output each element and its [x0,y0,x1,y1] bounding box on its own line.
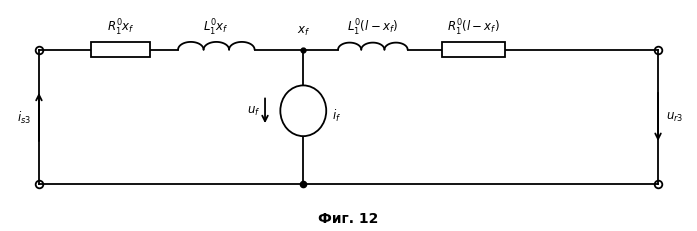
Text: $i_f$: $i_f$ [332,107,341,123]
Text: $i_{s3}$: $i_{s3}$ [17,109,31,125]
Text: $x_f$: $x_f$ [297,24,310,37]
Circle shape [280,86,326,137]
Text: $R_1^0(l - x_f)$: $R_1^0(l - x_f)$ [447,17,500,37]
Bar [443,43,505,58]
Bar [91,43,151,58]
Text: $R_1^0 x_f$: $R_1^0 x_f$ [107,17,135,37]
Text: $u_f$: $u_f$ [247,105,261,118]
Text: $L_1^0 x_f$: $L_1^0 x_f$ [204,17,229,37]
Text: Фиг. 12: Фиг. 12 [319,211,378,225]
Text: $L_1^0(l - x_f)$: $L_1^0(l - x_f)$ [347,17,399,37]
Text: $u_{r3}$: $u_{r3}$ [666,111,684,124]
